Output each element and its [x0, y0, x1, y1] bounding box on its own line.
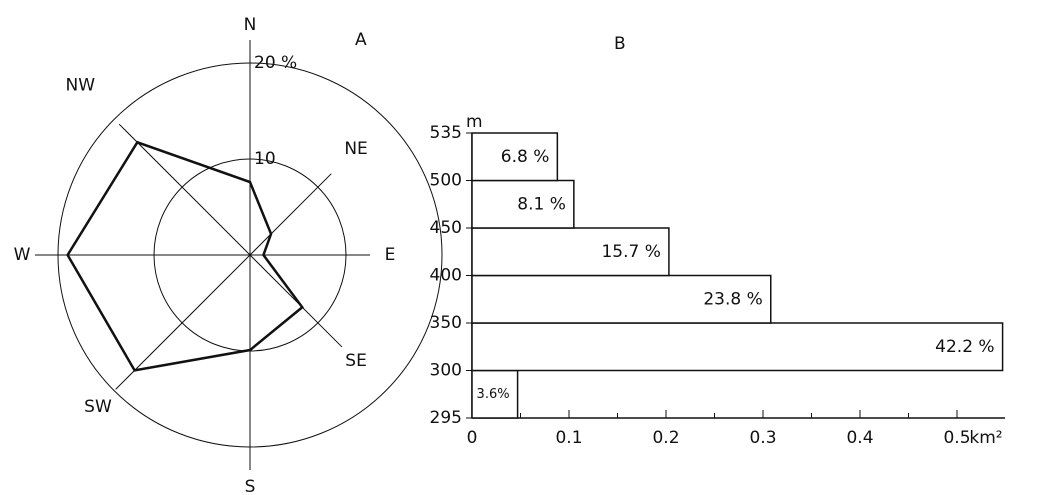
- value-label: 23.8 %: [703, 289, 762, 309]
- x-tick-label: 0.1: [555, 428, 582, 448]
- bar: [471, 227, 670, 277]
- value-label: 15.7 %: [601, 242, 660, 262]
- y-tick-label: 350: [430, 313, 462, 333]
- direction-label: SE: [345, 351, 367, 371]
- r-tick-label: 10: [254, 149, 276, 169]
- y-tick-label: 500: [430, 171, 462, 191]
- x-tick-label: 0.3: [749, 428, 776, 448]
- axis-line: [249, 173, 332, 256]
- bar: [471, 132, 559, 182]
- x-axis-label: km²: [969, 428, 1002, 448]
- direction-label: SW: [84, 397, 112, 417]
- axis-line: [118, 123, 251, 256]
- y-axis-label: m: [466, 112, 483, 132]
- y-tick-label: 450: [430, 218, 462, 238]
- direction-label: S: [245, 477, 256, 495]
- r-tick-label: 20 %: [254, 53, 297, 73]
- value-label: 3.6%: [477, 387, 510, 402]
- bar: [471, 179, 575, 229]
- x-tick-label: 0.5: [943, 428, 970, 448]
- radar-line: [66, 140, 304, 372]
- x-tick-label: 0.4: [846, 428, 873, 448]
- direction-label: NE: [344, 139, 367, 159]
- axis-line: [115, 254, 251, 390]
- value-label: 8.1 %: [517, 194, 566, 214]
- value-label: 6.8 %: [501, 147, 550, 167]
- y-tick-label: 300: [430, 361, 462, 381]
- y-tick-label: 295: [430, 408, 462, 428]
- y-tick-label: 535: [430, 123, 462, 143]
- direction-label: W: [14, 245, 31, 265]
- direction-label: N: [244, 15, 257, 35]
- value-label: 42.2 %: [935, 337, 994, 357]
- x-tick-label: 0: [467, 428, 478, 448]
- panel-title: A: [355, 30, 367, 50]
- direction-label: NW: [66, 75, 96, 95]
- bar: [471, 322, 1004, 372]
- y-tick-label: 400: [430, 266, 462, 286]
- direction-label: E: [385, 245, 396, 265]
- x-tick-label: 0.2: [652, 428, 679, 448]
- axis-line: [249, 254, 343, 348]
- panel-title: B: [614, 34, 626, 54]
